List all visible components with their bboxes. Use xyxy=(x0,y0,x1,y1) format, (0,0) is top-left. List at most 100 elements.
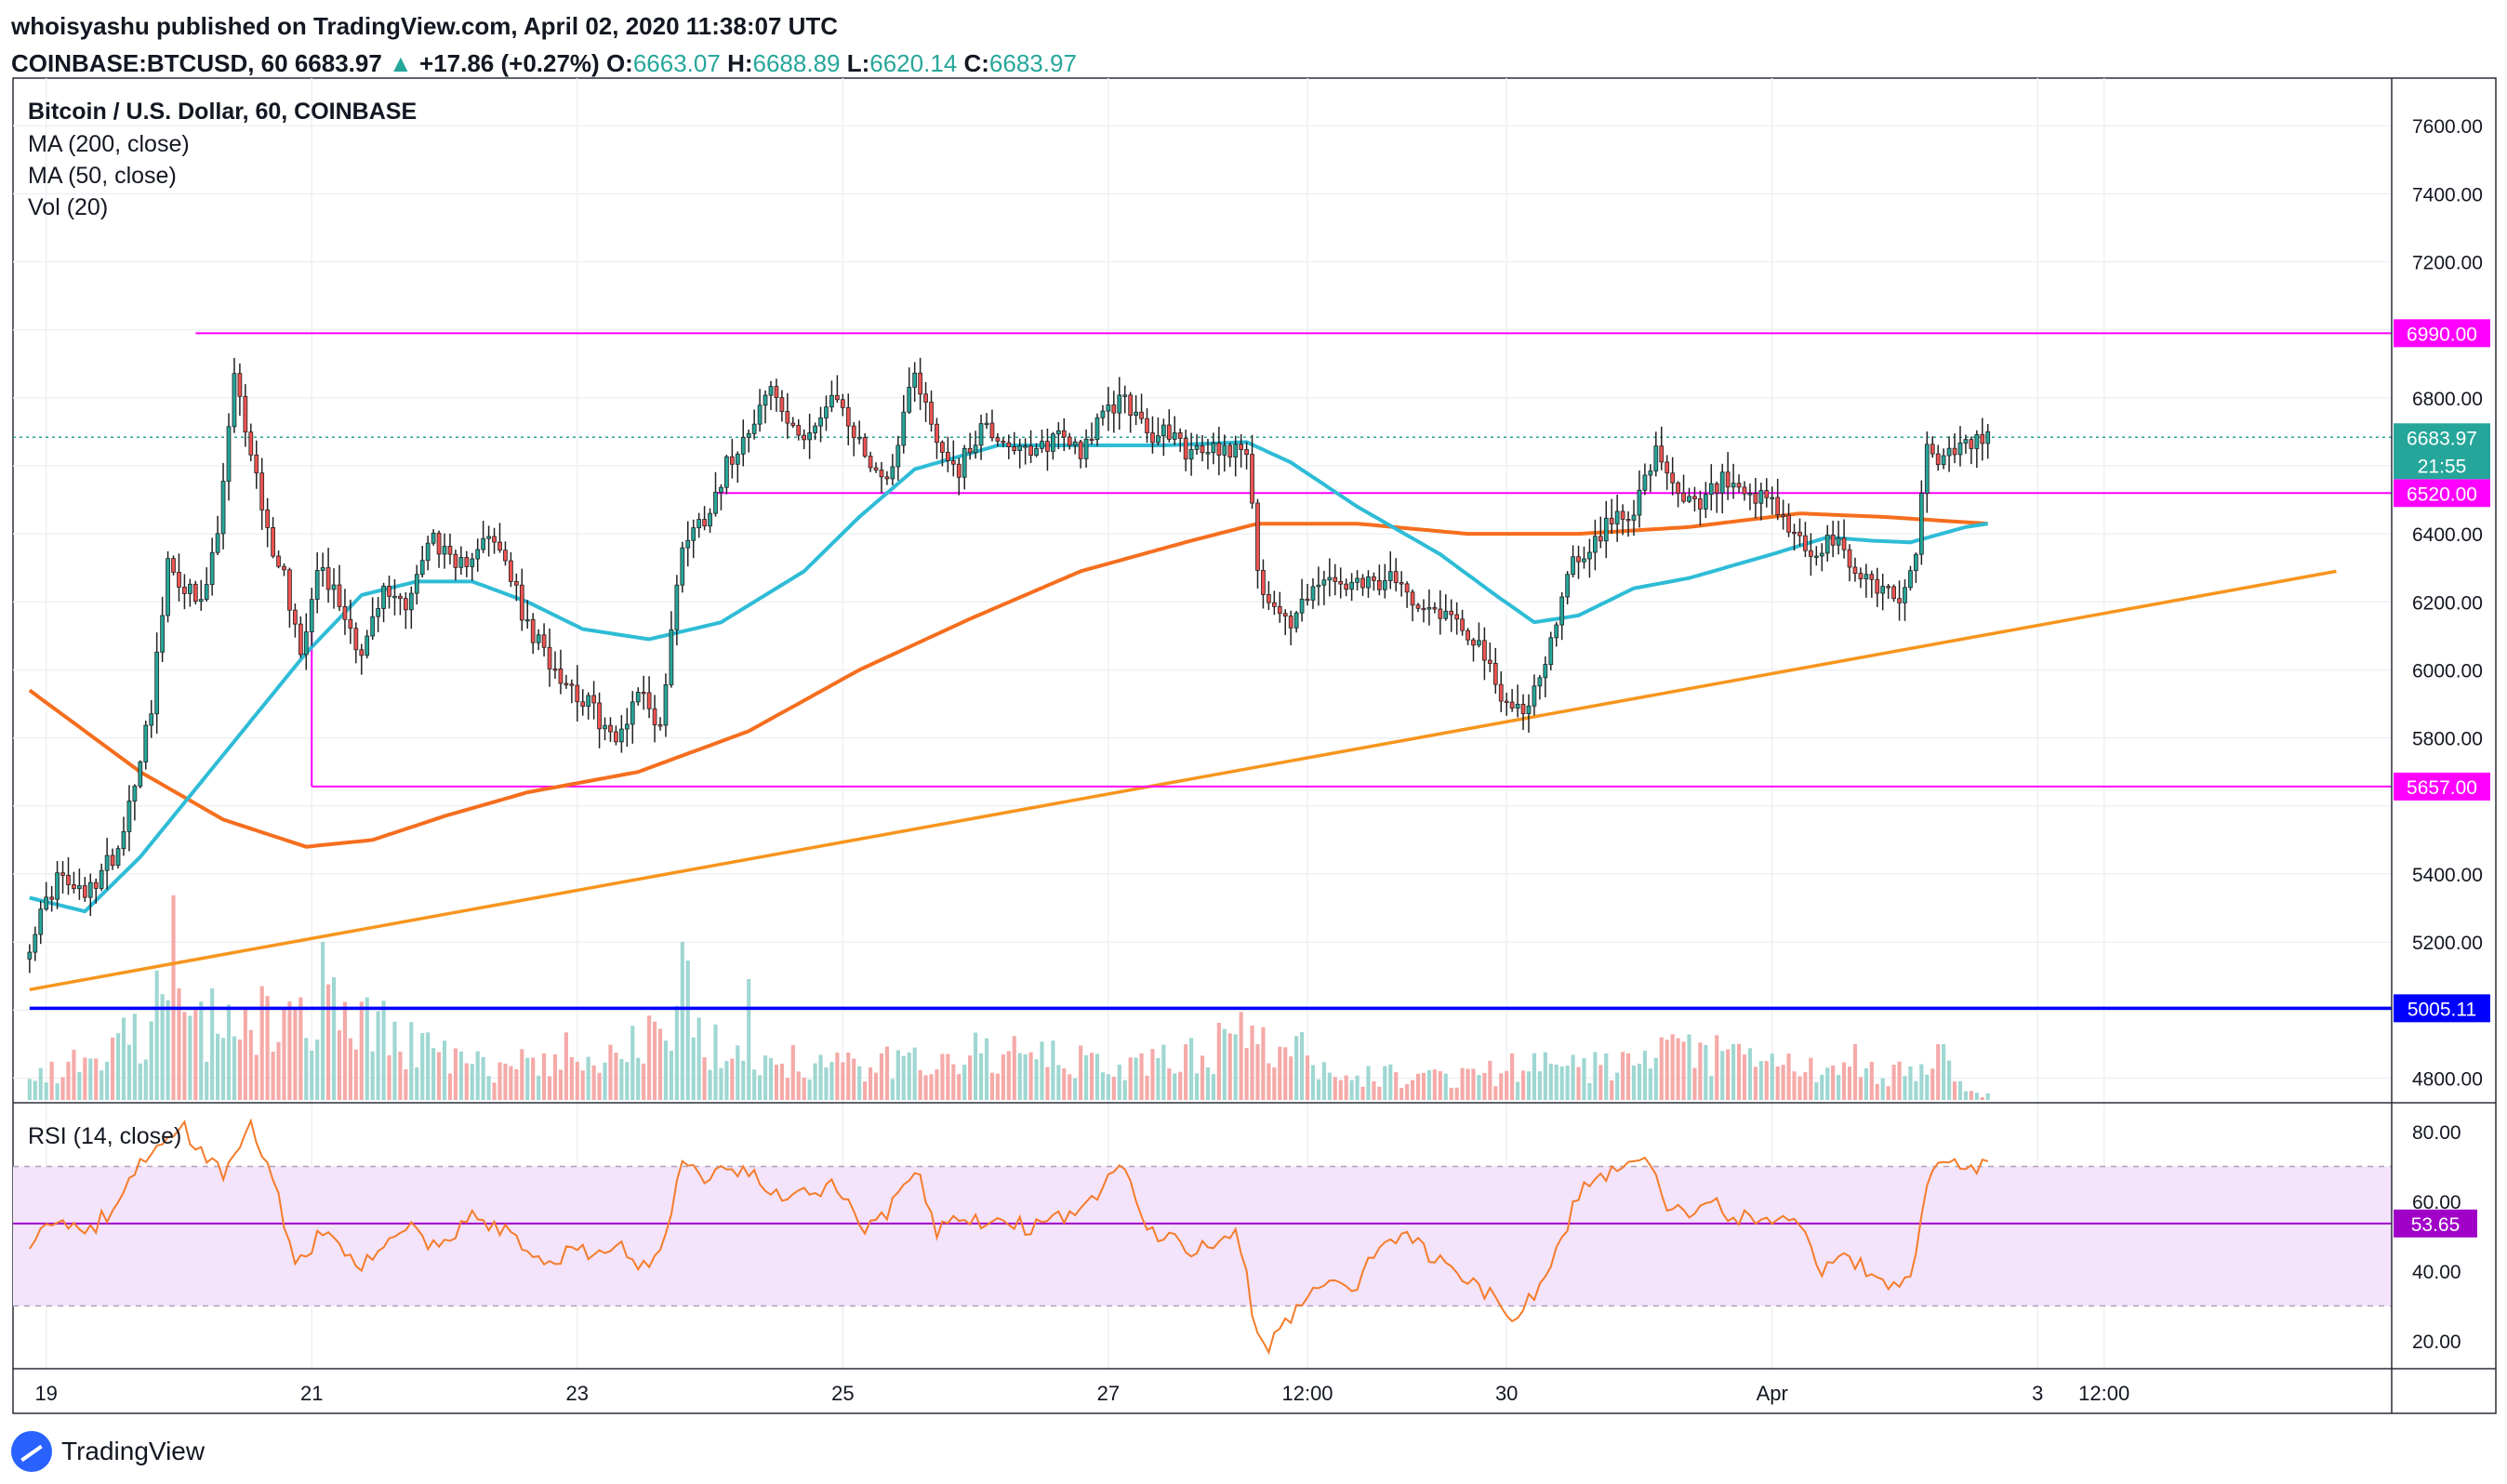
candle-body xyxy=(425,542,431,562)
candle-body xyxy=(1786,514,1791,533)
volume-bar xyxy=(1731,1043,1736,1100)
volume-bar xyxy=(724,1061,729,1100)
legend-rsi[interactable]: RSI (14, close) xyxy=(28,1123,181,1149)
rsi-tick-label: 20.00 xyxy=(2412,1332,2461,1353)
volume-bar xyxy=(1841,1062,1847,1100)
candle-body xyxy=(978,423,984,446)
volume-bar xyxy=(691,1037,696,1100)
rsi-value-label: 53.65 xyxy=(2411,1214,2461,1236)
volume-bar xyxy=(1488,1060,1492,1100)
candle-body xyxy=(1055,430,1061,435)
candle-body xyxy=(962,447,967,478)
candle-body xyxy=(271,527,275,557)
volume-bar xyxy=(813,1063,817,1100)
volume-bar xyxy=(603,1062,607,1100)
candle-body xyxy=(33,934,38,953)
volume-bar xyxy=(978,1053,984,1100)
candle-body xyxy=(387,585,391,597)
volume-bar xyxy=(1642,1051,1647,1100)
candle-body xyxy=(1177,432,1183,439)
volume-bar xyxy=(331,977,337,1100)
candle-body xyxy=(486,536,491,539)
candle-body xyxy=(314,570,320,601)
volume-bar xyxy=(790,1044,795,1100)
legend-title: Bitcoin / U.S. Dollar, 60, COINBASE xyxy=(28,99,417,125)
volume-bar xyxy=(1903,1076,1907,1100)
moving-averages xyxy=(28,440,1989,914)
volume-bar xyxy=(1952,1081,1957,1100)
candle-body xyxy=(1980,433,1985,444)
legend-ma50[interactable]: MA (50, close) xyxy=(28,163,177,189)
volume-bar xyxy=(1051,1040,1055,1100)
candle-body xyxy=(873,467,879,470)
ma50-line xyxy=(29,440,1989,914)
candle-body xyxy=(1824,534,1830,554)
candle-body xyxy=(513,580,519,586)
rsi-tick-label: 40.00 xyxy=(2412,1262,2461,1283)
volume-bar xyxy=(1432,1069,1437,1100)
candle-body xyxy=(414,574,419,594)
volume-bar xyxy=(348,1038,352,1100)
candle-body xyxy=(907,387,912,413)
candle-body xyxy=(1399,582,1404,585)
candle-body xyxy=(1625,519,1631,522)
volume-bar xyxy=(1134,1057,1138,1100)
candle-body xyxy=(973,444,978,454)
volume-bar xyxy=(1477,1075,1481,1100)
volume-bar xyxy=(1426,1070,1431,1100)
volume-bar xyxy=(1139,1053,1144,1100)
volume-bar xyxy=(1122,1080,1127,1100)
candle-body xyxy=(1930,444,1935,455)
candle-body xyxy=(392,595,397,599)
volume-bar xyxy=(1610,1080,1614,1100)
volume-bar xyxy=(1659,1037,1664,1100)
volume-bar xyxy=(337,1030,342,1100)
volume-bar xyxy=(736,1045,740,1100)
candle-body xyxy=(851,425,856,438)
volume-bar xyxy=(968,1055,973,1100)
volume-bar xyxy=(1194,1073,1200,1100)
volume-bar xyxy=(110,1037,115,1100)
candle-body xyxy=(547,646,552,669)
volume-bar xyxy=(1034,1059,1039,1100)
support-label-bg xyxy=(2394,994,2490,1023)
candle-body xyxy=(1952,447,1957,456)
candle-body xyxy=(564,682,569,685)
volume-bar xyxy=(44,1082,48,1100)
volume-bar xyxy=(436,1052,442,1100)
volume-bar xyxy=(1543,1052,1547,1100)
volume-bar xyxy=(1372,1080,1376,1100)
candle-body xyxy=(1150,432,1155,444)
legend-vol[interactable]: Vol (20) xyxy=(28,194,108,220)
candle-body xyxy=(1183,438,1188,460)
volume-bar xyxy=(1764,1061,1769,1100)
candle-body xyxy=(1316,584,1321,588)
candle-body xyxy=(1051,433,1055,452)
volume-bar xyxy=(863,1081,868,1100)
candle-body xyxy=(1134,411,1138,417)
volume-bar xyxy=(359,1001,364,1100)
tradingview-logo-icon[interactable] xyxy=(11,1431,52,1472)
volume-bar xyxy=(680,942,684,1100)
volume-bar xyxy=(625,1062,630,1100)
volume-bar xyxy=(1094,1053,1100,1100)
candle-body xyxy=(768,386,774,396)
candle-body xyxy=(524,618,530,622)
volume-bar xyxy=(1106,1074,1110,1100)
candle-body xyxy=(1781,514,1785,517)
volume-bar xyxy=(1869,1061,1874,1100)
volume-bar xyxy=(1173,1073,1177,1100)
volume-bar xyxy=(1676,1038,1680,1100)
volume-bar xyxy=(1936,1044,1941,1100)
legend-ma200[interactable]: MA (200, close) xyxy=(28,131,190,157)
volume-bar xyxy=(226,1004,232,1100)
volume-bar xyxy=(520,1049,524,1100)
volume-bar xyxy=(747,979,751,1100)
volume-bar xyxy=(342,1001,348,1100)
axes: 4800.00 5200.00 5400.00 5800.00 6000.00 6200.… xyxy=(13,78,2496,1413)
up-arrow-icon: ▲ xyxy=(389,49,413,77)
symbol-label[interactable]: COINBASE:BTCUSD, 60 xyxy=(11,49,288,77)
candle-body xyxy=(1891,586,1896,600)
chart-frame xyxy=(12,77,2497,1414)
